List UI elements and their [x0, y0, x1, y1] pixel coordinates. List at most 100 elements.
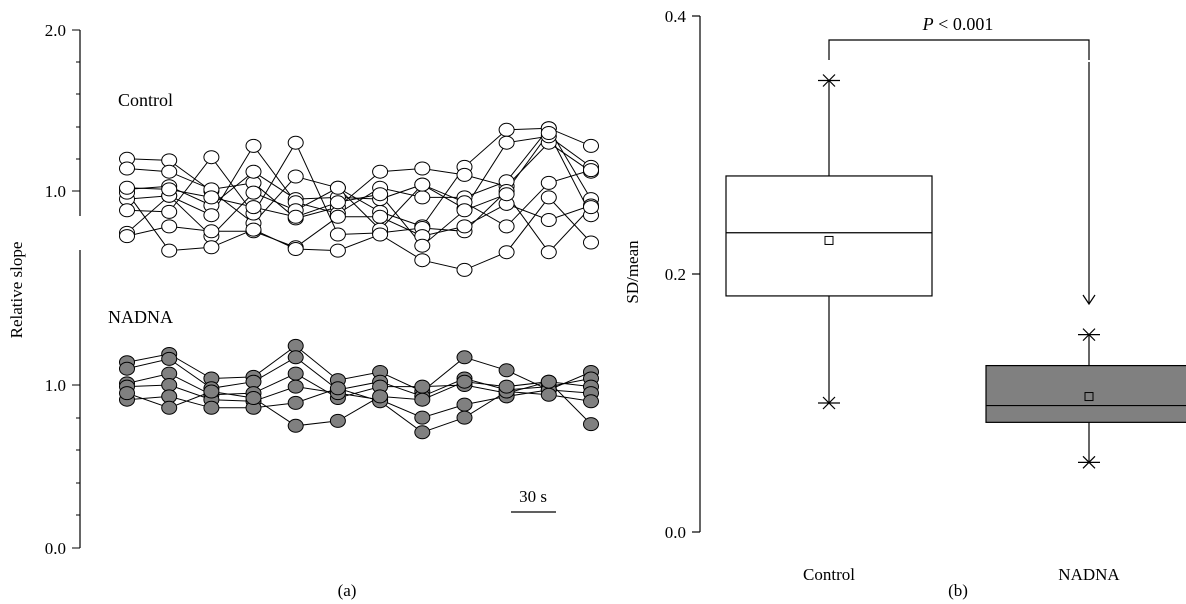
control-point [540, 126, 557, 140]
control-point [498, 245, 515, 260]
panel-a-tick-label-0-0: 0.0 [45, 539, 66, 558]
control-point [329, 180, 346, 195]
nadna-point [414, 410, 431, 425]
nadna-point [119, 386, 135, 401]
control-point [498, 219, 515, 234]
control-point [540, 245, 557, 260]
nadna-point [329, 381, 346, 396]
panel-b-caption: (b) [948, 581, 968, 600]
nadna-lines [126, 345, 592, 433]
nadna-point [414, 425, 431, 440]
control-point [287, 242, 304, 256]
control-point [414, 177, 431, 192]
control-point [456, 167, 473, 182]
nadna-point [372, 389, 389, 404]
nadna-point [456, 410, 473, 425]
nadna-point [329, 413, 346, 428]
significance-bracket [828, 39, 1090, 60]
category-label-nadna: NADNA [1058, 565, 1120, 584]
control-point [329, 243, 346, 258]
nadna-point [414, 392, 431, 407]
panel-b-box-layer [725, 74, 1186, 469]
nadna-point [540, 374, 557, 389]
nadna-series-line [126, 384, 592, 419]
nadna-point [203, 384, 220, 399]
control-point [119, 229, 135, 244]
panel-b-tick-label: 0.4 [665, 7, 687, 26]
nadna-point [414, 379, 431, 394]
control-point [245, 138, 262, 153]
control-max-marker [818, 74, 840, 87]
panel-b-tick-label: 0.2 [665, 265, 686, 284]
control-marker-stroke [822, 74, 836, 87]
nadna-point [498, 363, 515, 378]
control-point [161, 219, 178, 234]
control-point [498, 187, 515, 202]
p-value-text: < 0.001 [934, 14, 994, 34]
panel-b-y-axis-label: SD/mean [623, 240, 642, 304]
control-point [329, 195, 346, 210]
control-point [119, 161, 135, 176]
control-point [372, 164, 389, 179]
control-min-marker [818, 396, 840, 410]
control-point [583, 200, 599, 215]
control-point [456, 219, 473, 234]
control-point [119, 203, 135, 218]
nadna-point [287, 350, 304, 365]
control-series-line [126, 132, 592, 236]
control-marker-stroke [822, 396, 836, 410]
p-value-symbol: P [922, 14, 934, 34]
control-point [161, 243, 178, 258]
control-box [725, 175, 933, 297]
nadna-point [287, 395, 304, 410]
control-point [245, 200, 262, 215]
control-point [540, 190, 557, 205]
control-box-plot [725, 74, 933, 410]
control-point [245, 164, 262, 179]
nadna-point [287, 366, 304, 381]
significance-arrow-head [1082, 294, 1096, 306]
control-points [119, 121, 599, 277]
control-point [583, 138, 599, 153]
nadna-max-marker [1078, 328, 1100, 342]
nadna-min-marker [1078, 455, 1100, 469]
control-lines [126, 127, 592, 271]
nadna-mean-marker [1084, 392, 1094, 402]
nadna-point [245, 391, 262, 405]
nadna-marker-stroke [1082, 455, 1096, 469]
control-point [414, 238, 431, 253]
control-point [498, 135, 515, 150]
control-group-label: Control [118, 90, 173, 110]
panel-b-tick-label: 0.0 [665, 523, 686, 542]
control-point [203, 240, 220, 255]
control-point [498, 122, 515, 137]
p-value-annotation: P < 0.001 [922, 14, 994, 34]
control-point [583, 163, 599, 178]
panel-a-series-layer [119, 121, 599, 440]
control-series-line [126, 192, 592, 271]
control-point [203, 224, 220, 239]
nadna-point [456, 350, 473, 365]
panel-b-ticks: 0.0 0.2 0.4 [665, 7, 700, 542]
control-point [245, 222, 262, 237]
panel-b-chart: 0.0 0.2 0.4 SD/mean Control NADNA P < 0.00… [623, 7, 1186, 600]
panel-a-tick-label-2-0: 2.0 [45, 21, 66, 40]
control-point [119, 180, 135, 195]
nadna-points [119, 338, 599, 440]
control-point [329, 227, 346, 242]
control-point [414, 253, 431, 268]
control-mean-marker [824, 235, 834, 245]
nadna-point [456, 397, 473, 412]
scale-bar-label: 30 s [519, 487, 547, 506]
control-point [161, 182, 178, 197]
panel-a-caption: (a) [338, 581, 357, 600]
control-point [203, 208, 220, 223]
control-point [245, 185, 262, 200]
control-point [540, 175, 557, 190]
control-point [372, 209, 389, 224]
control-point [456, 203, 473, 218]
nadna-point [161, 400, 178, 415]
panel-a-tick-label-1-0-lower: 1.0 [45, 376, 66, 395]
control-point [329, 209, 346, 224]
